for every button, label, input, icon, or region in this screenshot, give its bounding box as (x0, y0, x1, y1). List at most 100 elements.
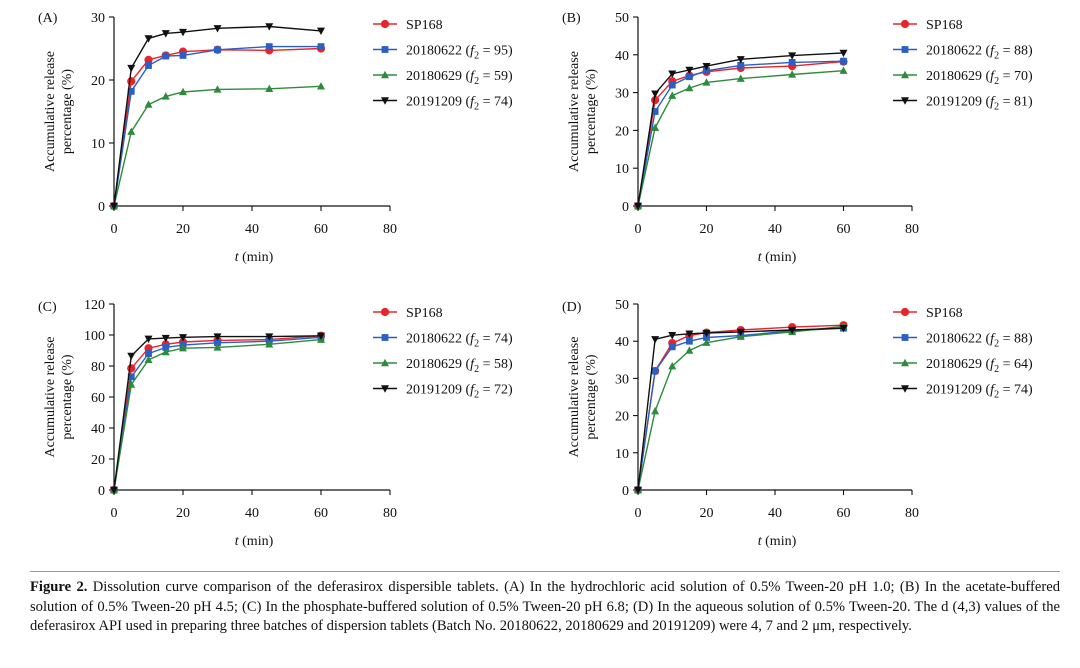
data-point-20180629 (651, 406, 660, 415)
data-point-20191209 (265, 23, 274, 31)
y-axis-label-line: percentage (%) (60, 69, 75, 154)
series-line-20180622 (637, 60, 844, 207)
x-tick-label: 40 (768, 222, 782, 237)
series-line-SP168 (637, 324, 844, 491)
legend-entry: 20180629 (f2 = 59) (406, 69, 513, 87)
caption-label: Figure 2. (30, 579, 88, 595)
data-point-20180622 (214, 339, 221, 347)
y-tick-label: 50 (615, 298, 629, 313)
legend-marker (381, 358, 389, 367)
legend-marker (900, 19, 910, 29)
data-point-20180622 (214, 46, 221, 54)
series-line-20191209 (637, 327, 844, 491)
legend-entry: 20180622 (f2 = 88) (926, 44, 1033, 62)
data-point-20191209 (265, 333, 274, 341)
legend-marker (381, 70, 389, 79)
y-tick-label: 80 (91, 360, 105, 375)
x-axis-label: t (min) (235, 534, 274, 549)
legend-entry: SP168 (926, 18, 963, 33)
x-tick-label: 80 (383, 506, 397, 521)
legend-entry: 20191209 (f2 = 74) (926, 383, 1033, 401)
series-line-20180622 (113, 336, 322, 491)
legend-marker (901, 358, 909, 367)
legend-entry: 20180629 (f2 = 58) (406, 357, 513, 375)
data-point-20180629 (179, 87, 187, 96)
y-axis-label-line: Accumulative release (43, 51, 58, 172)
legend-marker (381, 97, 389, 105)
x-tick-label: 80 (905, 222, 919, 237)
data-point-20180629 (839, 66, 848, 74)
data-point-20180622 (317, 43, 325, 51)
legend-marker (901, 97, 909, 105)
y-tick-label: 10 (615, 447, 629, 462)
data-point-20180629 (213, 343, 222, 351)
data-point-20180629 (685, 83, 694, 92)
y-tick-label: 30 (615, 87, 629, 102)
data-point-20180622 (703, 67, 710, 75)
x-tick-label: 0 (635, 222, 642, 237)
data-point-20191209 (651, 90, 660, 98)
y-tick-label: 100 (84, 329, 105, 344)
data-point-20191209 (651, 336, 660, 344)
y-axis-label-line: percentage (%) (584, 69, 599, 154)
data-point-20191209 (127, 64, 136, 73)
data-point-20191209 (736, 56, 745, 64)
y-tick-label: 30 (91, 11, 105, 26)
chart-panel-c: (C) 0 20 40 60 80 100 120 0 20 40 60 80 t (min) Accumu… (38, 298, 513, 549)
data-point-20180622 (651, 108, 659, 115)
data-point-20191209 (788, 52, 797, 60)
data-point-20180622 (162, 52, 170, 60)
data-point-20191209 (736, 328, 745, 337)
data-point-20180629 (144, 100, 153, 108)
data-point-20180629 (736, 332, 745, 340)
chart-panel-b: (B) 0 10 20 30 40 50 0 20 40 60 80 t (min) Accumulati… (562, 11, 1033, 265)
data-point-20191209 (788, 326, 797, 335)
chart-panel-d: (D) 0 10 20 30 40 50 0 20 40 60 80 t (min) Accumulati… (562, 298, 1033, 549)
data-point-20191209 (317, 27, 325, 36)
legend-marker (380, 307, 390, 317)
legend-entry: SP168 (406, 306, 443, 321)
data-point-20191209 (213, 25, 222, 33)
data-point-20180629 (127, 380, 136, 388)
y-tick-label: 40 (91, 422, 105, 437)
legend-marker (901, 385, 909, 393)
y-axis-label-line: percentage (%) (60, 354, 75, 439)
legend-marker (901, 334, 909, 341)
x-tick-label: 60 (837, 506, 851, 521)
y-tick-label: 20 (91, 74, 105, 89)
y-tick-label: 60 (91, 391, 105, 406)
legend-marker (901, 46, 909, 53)
data-point-20180629 (213, 85, 222, 93)
legend-entry: 20191209 (f2 = 74) (406, 95, 513, 113)
data-point-20191209 (839, 49, 848, 58)
y-tick-label: 10 (615, 162, 629, 177)
data-point-20180622 (145, 350, 152, 357)
data-point-20191209 (634, 486, 642, 495)
data-point-20191209 (144, 335, 153, 344)
series-line-20180622 (113, 45, 321, 207)
x-axis-label: t (min) (758, 250, 797, 265)
data-point-20180629 (127, 127, 136, 135)
data-point-20180622 (179, 52, 187, 59)
y-tick-label: 0 (622, 484, 629, 499)
data-point-20191209 (127, 352, 136, 361)
x-tick-label: 40 (768, 506, 782, 521)
series-line-20180629 (637, 325, 844, 491)
y-axis-label-line: percentage (%) (584, 354, 599, 439)
panel-label: (B) (562, 11, 581, 26)
legend-entry: 20191209 (f2 = 81) (926, 95, 1033, 113)
x-tick-label: 60 (314, 506, 328, 521)
data-point-20180622 (162, 344, 170, 351)
data-point-20180629 (702, 338, 711, 346)
legend-entry: 20180622 (f2 = 95) (406, 44, 513, 62)
y-tick-label: 0 (98, 484, 105, 499)
data-point-20191209 (161, 334, 170, 343)
data-point-20191209 (685, 330, 694, 338)
legend-marker (380, 19, 390, 29)
series-line-20180629 (113, 338, 322, 491)
y-tick-label: 40 (615, 49, 629, 64)
data-point-20191209 (179, 334, 187, 342)
y-axis-label-line: Accumulative release (43, 337, 58, 458)
series-line-20191209 (113, 25, 322, 207)
data-point-20180629 (265, 84, 274, 93)
